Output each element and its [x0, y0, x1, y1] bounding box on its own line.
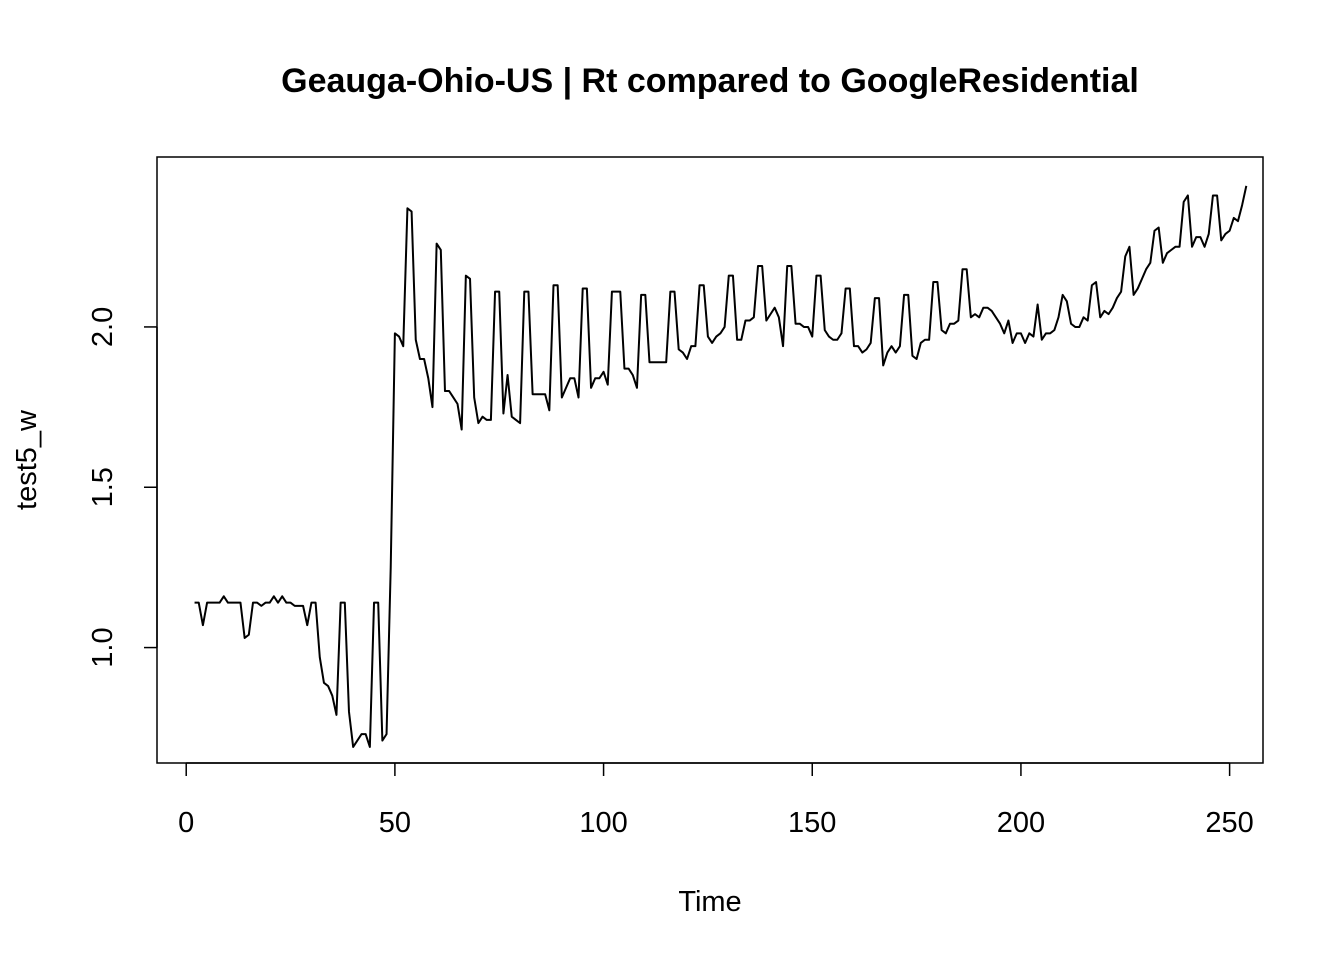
x-tick-label: 250: [1205, 807, 1253, 839]
y-axis-label: test5_w: [11, 409, 43, 510]
y-tick-label: 1.5: [87, 467, 119, 507]
chart-title: Geauga-Ohio-US | Rt compared to GoogleRe…: [281, 62, 1139, 100]
series-line: [194, 185, 1248, 748]
y-axis: 1.0 1.5 2.0: [87, 307, 158, 668]
y-tick-label: 1.0: [87, 627, 119, 667]
x-axis-label: Time: [678, 886, 741, 918]
x-tick-label: 0: [178, 807, 194, 839]
x-tick-label: 200: [997, 807, 1045, 839]
x-tick-label: 150: [788, 807, 836, 839]
x-tick-label: 50: [379, 807, 411, 839]
x-tick-label: 100: [579, 807, 627, 839]
y-tick-label: 2.0: [87, 307, 119, 347]
x-axis: 0 50 100 150 200 250: [178, 762, 1254, 839]
series-group: [194, 185, 1248, 748]
